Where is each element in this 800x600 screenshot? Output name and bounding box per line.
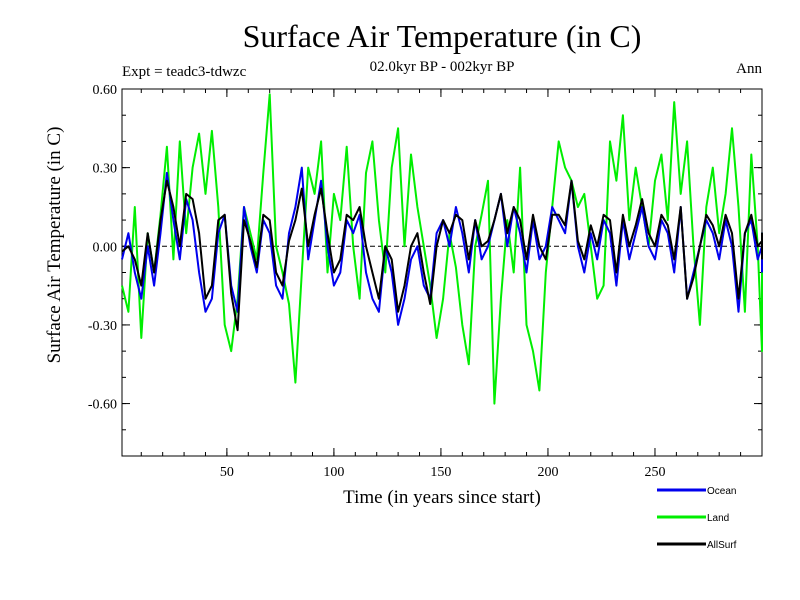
- chart-title: Surface Air Temperature (in C): [243, 18, 642, 54]
- y-axis-label: Surface Air Temperature (in C): [44, 127, 65, 364]
- plot-frame: [121, 88, 763, 457]
- legend-label-allsurf: AllSurf: [707, 540, 737, 551]
- series-line-allsurf: [121, 179, 763, 332]
- x-tick-label: 150: [430, 465, 451, 480]
- x-tick-label: 200: [537, 465, 558, 480]
- legend: Ocean Land AllSurf: [657, 486, 737, 551]
- experiment-label: Expt = teadc3-tdwzc: [122, 64, 247, 80]
- legend-label-ocean: Ocean: [707, 486, 736, 497]
- y-tick-label: -0.30: [88, 319, 117, 334]
- x-tick-label: 100: [323, 465, 344, 480]
- x-tick-label: 50: [220, 465, 234, 480]
- series-line-land: [121, 93, 763, 405]
- x-tick-label: 250: [644, 465, 665, 480]
- y-tick-label: 0.30: [93, 162, 118, 177]
- x-axis-label: Time (in years since start): [343, 487, 541, 508]
- y-tick-label: 0.60: [93, 83, 118, 98]
- chart-subtitle: 02.0kyr BP - 002kyr BP: [370, 59, 515, 75]
- plot-area: -0.60 -0.30 0.00 0.30 0.60 50 100 150 200 250: [88, 83, 763, 480]
- y-tick-label: 0.00: [93, 240, 118, 255]
- season-label: Ann: [736, 61, 762, 77]
- y-tick-label: -0.60: [88, 398, 117, 413]
- legend-label-land: Land: [707, 513, 729, 524]
